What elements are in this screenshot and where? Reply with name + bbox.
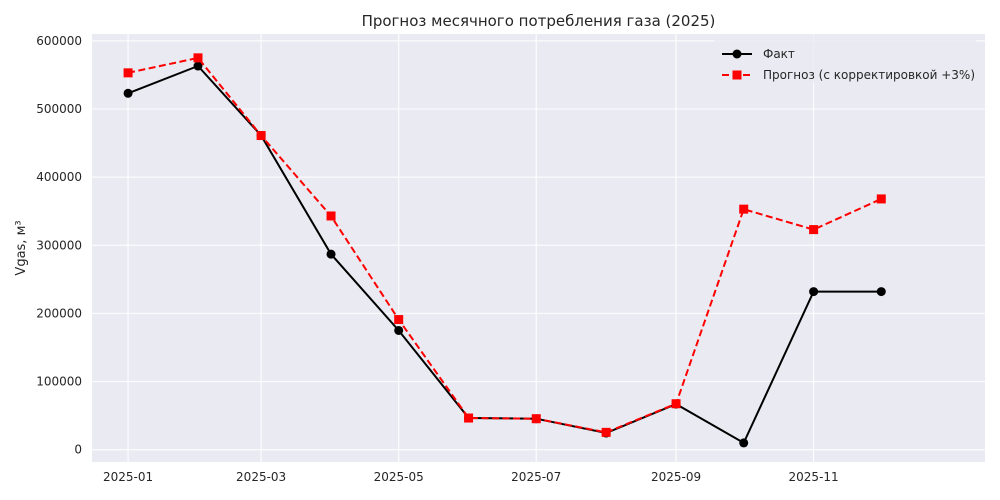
chart-title: Прогноз месячного потребления газа (2025… <box>362 12 716 30</box>
data-point <box>193 61 203 71</box>
data-point <box>601 427 611 437</box>
data-point <box>739 438 749 448</box>
data-point <box>326 211 336 221</box>
data-point <box>809 287 819 297</box>
legend: Факт Прогноз (с корректировкой +3%) <box>714 35 976 83</box>
data-point <box>739 204 749 214</box>
y-tick-label: 500000 <box>36 102 82 116</box>
data-point <box>531 414 541 424</box>
series-forecast <box>123 53 886 437</box>
plot-area <box>92 34 985 462</box>
x-tick-label: 2025-09 <box>651 470 701 484</box>
data-point <box>256 131 266 141</box>
data-point <box>394 315 404 325</box>
y-axis-label: Vgas, м³ <box>14 220 29 275</box>
y-tick-label: 400000 <box>36 170 82 184</box>
data-point <box>193 53 203 63</box>
x-tick-label: 2025-03 <box>236 470 286 484</box>
series-group <box>123 53 886 448</box>
legend-label: Прогноз (с корректировкой +3%) <box>763 68 975 82</box>
x-tick-label: 2025-07 <box>511 470 561 484</box>
y-tick-label: 0 <box>74 443 82 457</box>
data-point <box>876 287 886 297</box>
y-tick-label: 300000 <box>36 238 82 252</box>
data-point <box>464 413 474 423</box>
legend-box <box>714 35 976 83</box>
grid <box>92 34 985 462</box>
x-tick-label: 2025-11 <box>789 470 839 484</box>
y-tick-label: 600000 <box>36 34 82 48</box>
data-point <box>671 399 681 409</box>
y-tick-label: 200000 <box>36 306 82 320</box>
data-point <box>809 225 819 235</box>
legend-marker <box>732 49 742 59</box>
legend-label: Факт <box>763 47 795 61</box>
data-point <box>394 325 404 335</box>
x-axis-ticks: 2025-01 2025-03 2025-05 2025-07 2025-09 2025-… <box>103 470 839 484</box>
data-point <box>876 194 886 204</box>
data-point <box>123 68 133 78</box>
data-point <box>326 249 336 259</box>
legend-marker <box>732 70 742 80</box>
y-tick-label: 100000 <box>36 375 82 389</box>
x-tick-label: 2025-01 <box>103 470 153 484</box>
data-point <box>123 88 133 98</box>
x-tick-label: 2025-05 <box>374 470 424 484</box>
series-line <box>127 64 882 445</box>
y-axis-ticks: 0 100000 200000 300000 400000 500000 600000 <box>36 34 82 457</box>
